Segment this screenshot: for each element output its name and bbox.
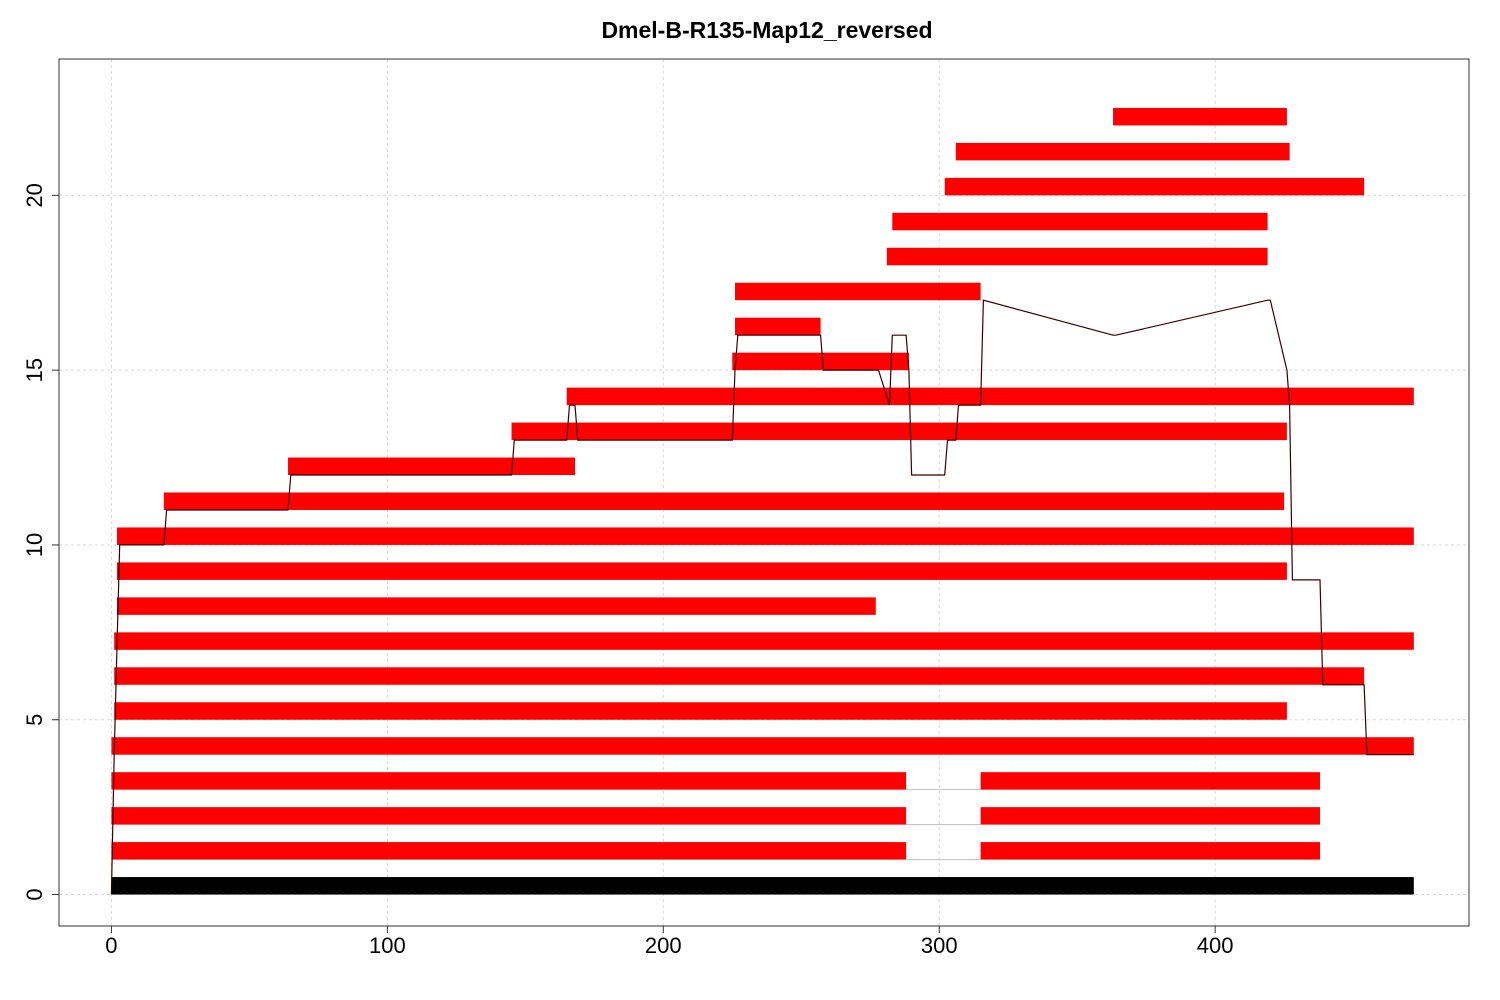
- read-bar: [511, 422, 1287, 441]
- x-axis: 0 100 200 300 400: [105, 925, 1234, 958]
- read-bar: [163, 492, 1285, 510]
- y-tick-label: 20: [22, 183, 47, 207]
- coverage-polyline: [110, 299, 1414, 895]
- read-bar: [116, 597, 876, 615]
- x-tick-label: 300: [921, 933, 958, 958]
- reference-bar: [111, 877, 1414, 895]
- read-bar: [111, 807, 907, 825]
- y-tick-label: 10: [22, 533, 47, 557]
- read-bars: [111, 107, 1414, 895]
- read-bar: [980, 842, 1320, 860]
- x-tick-label: 400: [1197, 933, 1234, 958]
- coverage-line: [110, 299, 1414, 895]
- x-tick-label: 0: [105, 933, 117, 958]
- read-bar: [980, 807, 1320, 825]
- read-bar: [892, 212, 1268, 231]
- x-tick-label: 100: [369, 933, 406, 958]
- read-bar: [114, 632, 1414, 650]
- read-bar: [955, 142, 1290, 161]
- y-tick-label: 15: [22, 358, 47, 382]
- read-bar: [111, 772, 907, 790]
- read-bar: [288, 457, 575, 476]
- read-bar: [886, 247, 1268, 266]
- read-bar: [980, 772, 1320, 790]
- read-bar: [944, 177, 1365, 196]
- read-bar: [735, 282, 981, 301]
- read-bar: [114, 702, 1287, 720]
- read-bar: [566, 387, 1414, 406]
- read-bar: [1113, 107, 1287, 126]
- read-bar: [116, 562, 1287, 580]
- read-bar: [111, 842, 907, 860]
- read-bar: [735, 317, 821, 336]
- read-bar: [116, 527, 1414, 545]
- read-bar: [114, 667, 1365, 685]
- x-tick-label: 200: [645, 933, 682, 958]
- chart-title: Dmel-B-R135-Map12_reversed: [601, 17, 932, 43]
- y-tick-label: 0: [22, 888, 47, 900]
- y-tick-label: 5: [22, 714, 47, 726]
- read-bar: [732, 352, 909, 371]
- read-bar: [111, 737, 1414, 755]
- y-axis: 0 5 10 15 20: [22, 183, 60, 901]
